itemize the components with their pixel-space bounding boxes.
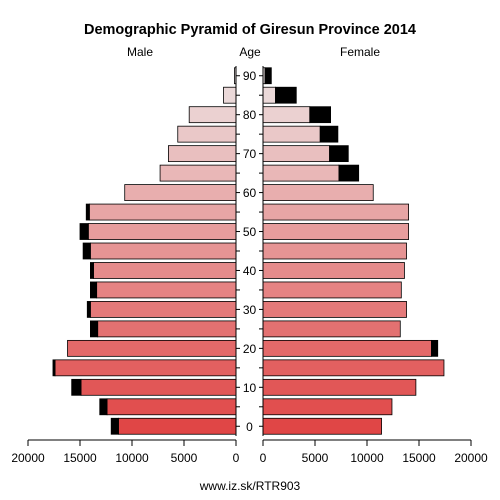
bar-female-excess-85-89 <box>275 86 297 104</box>
bar-female-85-89 <box>262 86 276 104</box>
bar-male-60-64 <box>124 184 237 201</box>
bar-male-55-59 <box>88 203 237 221</box>
bar-male-70-74 <box>167 145 237 163</box>
bar-male-excess-5-9 <box>99 398 108 416</box>
x-tick-label-female: 20000 <box>454 451 488 465</box>
bar-female-15-19 <box>262 359 445 377</box>
bar-female-50-54 <box>262 223 410 240</box>
bar-male-excess-45-49 <box>82 242 91 260</box>
bar-female-65-69 <box>262 164 340 182</box>
bar-male-excess-50-54 <box>79 223 89 240</box>
x-tick-label-male: 15000 <box>63 451 97 465</box>
bar-female-5-9 <box>262 398 393 416</box>
bar-male-excess-15-19 <box>52 359 56 377</box>
bar-male-25-29 <box>97 320 237 338</box>
bar-female-75-79 <box>262 125 321 143</box>
age-tick-label: 10 <box>243 381 257 395</box>
bar-male-65-69 <box>159 164 237 182</box>
bar-male-20-24 <box>67 339 237 357</box>
bar-female-70-74 <box>262 145 330 163</box>
bar-male-5-9 <box>106 398 237 416</box>
bar-male-75-79 <box>177 125 237 143</box>
age-tick-label: 60 <box>243 186 257 200</box>
bar-female-20-24 <box>262 339 432 357</box>
bar-female-10-14 <box>262 378 417 396</box>
age-tick-label: 70 <box>243 147 257 161</box>
bar-female-excess-65-69 <box>338 164 360 182</box>
x-tick-label-male: 5000 <box>171 451 198 465</box>
bar-male-excess-40-44 <box>90 262 94 279</box>
bar-male-85-89 <box>223 86 237 104</box>
plot-area: 0 10 20 30 40 50 60 70 80 90 20000 15000 10000 5000 0 0… <box>11 66 488 465</box>
x-tick-label-male: 0 <box>233 451 240 465</box>
age-tick-label: 50 <box>243 225 257 239</box>
x-tick-label-male: 10000 <box>115 451 149 465</box>
age-tick-label: 20 <box>243 342 257 356</box>
bar-female-55-59 <box>262 203 410 221</box>
age-tick-label: 40 <box>243 264 257 278</box>
bar-male-excess-30-34 <box>86 301 91 318</box>
bar-male-50-54 <box>87 223 237 240</box>
footer-source: www.iz.sk/RTR903 <box>199 479 301 493</box>
bar-male-80-84 <box>188 106 237 124</box>
bar-male-45-49 <box>90 242 237 260</box>
x-tick-label-female: 15000 <box>402 451 436 465</box>
bar-female-excess-20-24 <box>431 339 439 357</box>
bar-female-60-64 <box>262 184 374 201</box>
bar-female-excess-90+ <box>264 67 272 85</box>
bar-female-30-34 <box>262 301 407 318</box>
bar-male-40-44 <box>93 262 237 279</box>
female-label: Female <box>340 45 380 59</box>
bar-male-excess-0-4 <box>110 417 119 435</box>
bar-female-0-4 <box>262 417 382 435</box>
bar-female-25-29 <box>262 320 401 338</box>
bar-male-0-4 <box>118 417 237 435</box>
bar-male-30-34 <box>90 301 237 318</box>
bar-female-excess-80-84 <box>309 106 331 124</box>
bar-male-excess-10-14 <box>71 378 82 396</box>
x-tick-label-female: 0 <box>260 451 267 465</box>
bar-female-excess-75-79 <box>319 125 339 143</box>
male-label: Male <box>127 45 153 59</box>
bar-male-excess-25-29 <box>90 320 99 338</box>
x-tick-label-female: 5000 <box>302 451 329 465</box>
bar-female-40-44 <box>262 262 405 279</box>
bar-female-35-39 <box>262 281 402 299</box>
chart-title: Demographic Pyramid of Giresun Province … <box>84 22 416 38</box>
age-tick-label: 30 <box>243 303 257 317</box>
x-tick-label-female: 10000 <box>350 451 384 465</box>
age-label: Age <box>239 45 261 59</box>
bar-male-15-19 <box>54 359 237 377</box>
age-tick-label: 80 <box>243 108 257 122</box>
age-tick-label: 90 <box>243 69 257 83</box>
bar-male-35-39 <box>96 281 237 299</box>
bar-female-80-84 <box>262 106 311 124</box>
bar-female-45-49 <box>262 242 407 260</box>
bar-female-excess-70-74 <box>329 145 349 163</box>
x-tick-label-male: 20000 <box>11 451 45 465</box>
bar-male-10-14 <box>80 378 237 396</box>
bar-male-excess-55-59 <box>85 203 90 221</box>
bar-male-excess-35-39 <box>90 281 98 299</box>
age-tick-label: 0 <box>246 420 253 434</box>
